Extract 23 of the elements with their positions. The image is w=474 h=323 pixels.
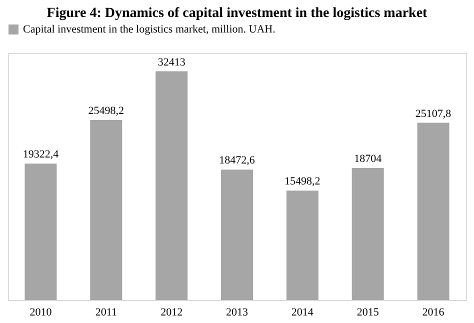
bar [221, 170, 253, 300]
x-tick-label: 2014 [291, 306, 314, 318]
data-label: 18704 [354, 153, 382, 166]
legend-label: Capital investment in the logistics market, million. UAH. [23, 24, 276, 36]
chart-title: Figure 4: Dynamics of capital investment in the logistics market [46, 6, 428, 21]
x-tick-label: 2011 [95, 306, 117, 318]
bar [156, 71, 188, 300]
x-tick-label: 2012 [160, 306, 183, 318]
x-tick-label: 2015 [356, 306, 380, 318]
x-tick-label: 2010 [30, 306, 52, 318]
bar [417, 122, 450, 300]
x-tick-label: 2013 [226, 306, 248, 318]
data-label: 25107,8 [415, 108, 452, 120]
bar [24, 164, 57, 300]
data-label: 19322,4 [22, 148, 60, 161]
data-label: 32413 [158, 56, 186, 68]
bar [90, 120, 122, 300]
data-label: 15498,2 [284, 176, 320, 188]
bar [286, 190, 318, 300]
bar [352, 168, 384, 300]
data-label: 18472,6 [219, 154, 256, 167]
data-label: 25498,2 [88, 105, 124, 118]
x-tick-label: 2016 [422, 306, 445, 318]
